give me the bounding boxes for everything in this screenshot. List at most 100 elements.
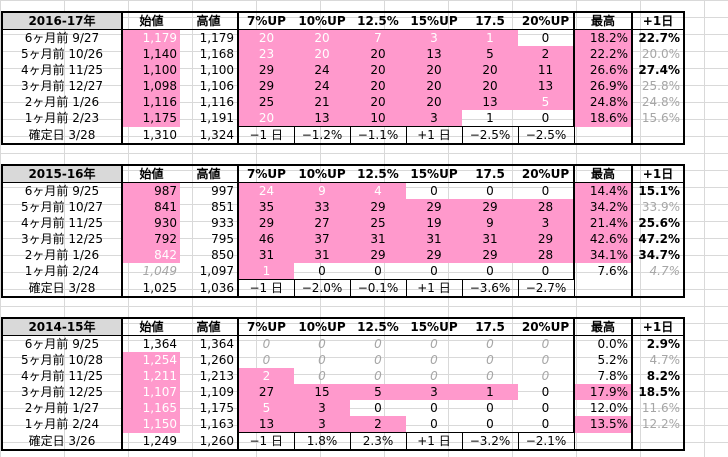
table-title: 2016-17年 [1,11,123,30]
pct-cell: 28 [518,247,575,263]
pct-cell: 0 [374,401,382,415]
pct-cell: 3 [518,215,575,231]
pct-cell: 46 [238,231,294,247]
final-cell: −1.2% [293,126,351,145]
pct-cell: 2 [350,416,406,433]
pct-cell: 29 [462,199,518,215]
open-value: 1,100 [122,62,180,78]
pct-cell: 7 [350,29,406,46]
pct-cell: 5 [462,46,518,62]
final-cell: −3.2% [461,432,519,451]
pct-cell: 31 [462,231,518,247]
pct-cell: 1 [238,263,294,280]
row-label: 6ヶ月前 9/27 [1,29,123,46]
pct-cell: 0 [430,369,438,383]
open-value: 1,150 [122,416,180,433]
table-2014-15: 2014-15年 始値 高値 7%UP 10%UP 12.5% 15%UP 17… [1,317,685,451]
max-value: 12.0% [574,400,633,416]
col-header: 最高 [574,164,633,183]
table-row: 2ヶ月前 1/26 842 850 31 31 29 29 29 28 34.1… [1,247,685,263]
pct-cell: 33 [294,199,350,215]
table-2015-16: 2015-16年 始値 高値 7%UP 10%UP 12.5% 15%UP 17… [1,164,685,298]
empty-cell [632,126,685,145]
col-header: 10%UP [294,317,350,336]
pct-cell: 20 [238,110,294,127]
max-value: 34.2% [574,199,633,215]
max-value: 7.8% [574,368,633,384]
row-label: 5ヶ月前 10/27 [1,199,123,215]
table-row: 2ヶ月前 1/27 1,165 1,175 5 3 0 0 0 0 12.0% … [1,400,685,416]
pct-cell: 20 [406,94,462,110]
open-value: 792 [122,231,180,247]
plus1-value: 11.6% [632,400,685,416]
pct-cell: 0 [518,335,575,352]
pct-cell: 0 [374,353,382,367]
final-cell: −1 日 [237,279,295,298]
pct-cell: 25 [238,94,294,110]
table-row: 1ヶ月前 2/23 1,175 1,191 20 13 10 3 1 0 18.… [1,110,685,127]
plus1-value: 4.7% [632,352,685,368]
pct-cell: 29 [518,231,575,247]
col-header: 7%UP [238,11,294,30]
final-row: 確定日 3/28 1,310 1,324 −1 日 −1.2% −1.1% +1… [1,126,685,145]
pct-cell: 27 [294,215,350,231]
pct-cell: 0 [518,182,575,199]
pct-cell: 31 [294,247,350,263]
pct-cell: 0 [374,264,382,278]
final-cell: 2.3% [349,432,407,451]
pct-cell: 20 [350,46,406,62]
pct-cell: 35 [238,199,294,215]
pct-cell: 20 [462,78,518,94]
open-value: 1,249 [122,432,180,451]
pct-cell: 13 [462,94,518,110]
final-cell: −2.1% [517,432,575,451]
open-value: 1,175 [122,110,180,127]
pct-cell: 0 [430,417,438,431]
col-header: +1日 [632,11,685,30]
pct-cell: 1 [462,384,518,400]
row-label: 3ヶ月前 12/25 [1,231,123,247]
plus1-value: 15.1% [632,182,685,199]
final-cell: −2.7% [517,279,575,298]
table-row: 1ヶ月前 2/24 1,049 1,097 1 0 0 0 0 0 7.6% 4… [1,263,685,280]
pct-cell: 0 [518,29,575,46]
col-header: 始値 [122,317,180,336]
empty-cell [574,432,633,451]
plus1-value: 22.7% [632,29,685,46]
pct-cell: 20 [406,62,462,78]
high-value: 1,260 [180,432,239,451]
high-value: 933 [180,215,239,231]
open-value: 1,025 [122,279,180,298]
col-header: 12.5% [350,317,406,336]
col-header: +1日 [632,317,685,336]
open-value: 1,310 [122,126,180,145]
pct-cell: 0 [406,182,462,199]
pct-cell: 1 [486,111,494,125]
pct-cell: 20 [406,78,462,94]
final-cell: −1 日 [237,432,295,451]
pct-cell: 0 [518,263,575,280]
max-value: 26.6% [574,62,633,78]
table-title: 2015-16年 [1,164,123,183]
final-cell: −2.5% [461,126,519,145]
pct-cell: 28 [518,199,575,215]
plus1-value: 34.7% [632,247,685,263]
col-header: 高値 [180,164,239,183]
pct-cell: 0 [318,264,326,278]
high-value: 1,324 [180,126,239,145]
plus1-value: 12.2% [632,416,685,433]
final-cell: −3.6% [461,279,519,298]
pct-cell: 20 [350,62,406,78]
pct-cell: 0 [430,264,438,278]
plus1-value: 47.2% [632,231,685,247]
col-header: 始値 [122,164,180,183]
empty-cell [574,279,633,298]
pct-cell: 27 [238,384,294,400]
pct-cell: 2 [238,368,294,384]
pct-cell: 23 [238,46,294,62]
pct-cell: 19 [406,215,462,231]
row-label: 4ヶ月前 11/25 [1,368,123,384]
pct-cell: 0 [406,335,462,352]
col-header: 20%UP [518,317,575,336]
col-header: 12.5% [350,164,406,183]
